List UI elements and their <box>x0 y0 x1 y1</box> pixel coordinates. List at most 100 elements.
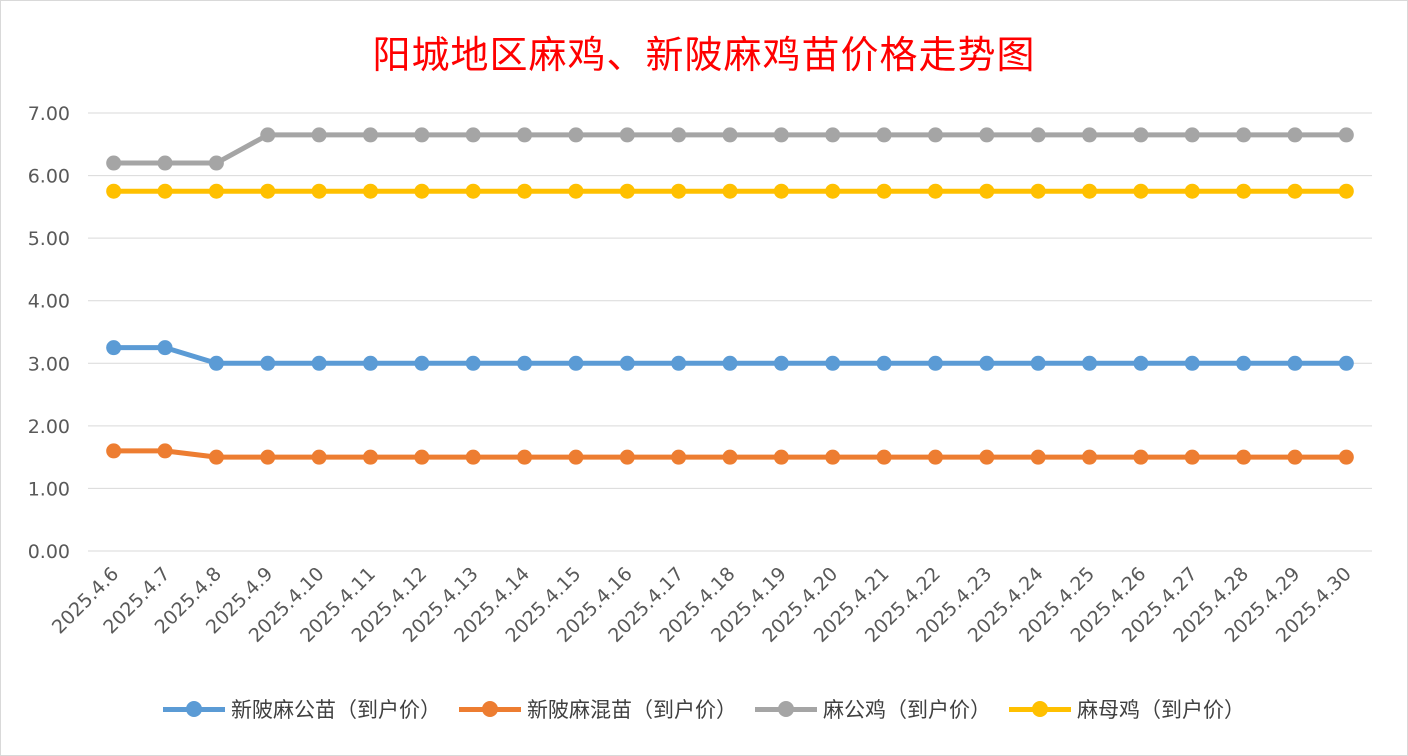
data-point <box>517 449 533 465</box>
data-point <box>979 355 995 371</box>
data-point <box>1082 449 1098 465</box>
data-point <box>1338 449 1354 465</box>
data-point <box>208 155 224 171</box>
chart-title: 阳城地区麻鸡、新陂麻鸡苗价格走势图 <box>372 33 1036 77</box>
data-point <box>260 183 276 199</box>
data-point <box>157 443 173 459</box>
data-point <box>773 183 789 199</box>
data-point <box>362 183 378 199</box>
gridlines <box>88 112 1372 552</box>
data-point <box>260 355 276 371</box>
data-point <box>414 355 430 371</box>
data-point <box>1236 449 1252 465</box>
data-point <box>773 127 789 143</box>
y-tick-label: 1.00 <box>28 478 70 500</box>
legend-swatch <box>459 699 521 719</box>
data-point <box>1184 127 1200 143</box>
data-point <box>671 449 687 465</box>
data-point <box>1082 355 1098 371</box>
series-layer <box>106 127 1354 465</box>
data-point <box>876 183 892 199</box>
data-point <box>1030 127 1046 143</box>
y-tick-label: 7.00 <box>28 103 70 125</box>
data-point <box>1082 127 1098 143</box>
data-point <box>568 355 584 371</box>
legend-label: 新陂麻混苗（到户价） <box>527 698 737 722</box>
legend-swatch <box>163 699 225 719</box>
data-point <box>722 449 738 465</box>
data-point <box>568 127 584 143</box>
legend-label: 麻母鸡（到户价） <box>1077 698 1245 722</box>
data-point <box>876 449 892 465</box>
data-point <box>106 340 122 356</box>
series-4 <box>106 183 1354 199</box>
data-point <box>208 183 224 199</box>
data-point <box>927 183 943 199</box>
data-point <box>979 127 995 143</box>
data-point <box>517 183 533 199</box>
data-point <box>362 449 378 465</box>
series-2 <box>106 443 1354 465</box>
legend-marker <box>186 701 202 717</box>
legend-item: 新陂麻混苗（到户价） <box>459 694 737 724</box>
y-tick-label: 6.00 <box>28 166 70 188</box>
legend-marker <box>1032 701 1048 717</box>
data-point <box>157 340 173 356</box>
data-point <box>722 127 738 143</box>
data-point <box>1184 183 1200 199</box>
y-tick-label: 4.00 <box>28 291 70 313</box>
data-point <box>671 355 687 371</box>
data-point <box>260 449 276 465</box>
data-point <box>568 183 584 199</box>
data-point <box>1133 127 1149 143</box>
data-point <box>722 183 738 199</box>
data-point <box>311 183 327 199</box>
data-point <box>1133 183 1149 199</box>
legend-marker <box>482 701 498 717</box>
data-point <box>362 127 378 143</box>
data-point <box>1236 127 1252 143</box>
data-point <box>1287 183 1303 199</box>
data-point <box>311 449 327 465</box>
data-point <box>208 355 224 371</box>
data-point <box>517 355 533 371</box>
legend-label: 麻公鸡（到户价） <box>823 698 991 722</box>
data-point <box>1287 449 1303 465</box>
line-chart: 0.00 1.00 2.00 3.00 4.00 5.00 6.00 7.00 2025.4.… <box>28 103 1372 647</box>
data-point <box>671 183 687 199</box>
legend-item: 麻公鸡（到户价） <box>755 694 991 724</box>
data-point <box>1236 183 1252 199</box>
data-point <box>1133 449 1149 465</box>
data-point <box>208 449 224 465</box>
data-point <box>1184 449 1200 465</box>
data-point <box>465 355 481 371</box>
data-point <box>106 443 122 459</box>
data-point <box>106 183 122 199</box>
data-point <box>876 127 892 143</box>
data-point <box>465 183 481 199</box>
data-point <box>619 449 635 465</box>
data-point <box>773 449 789 465</box>
data-point <box>517 127 533 143</box>
data-point <box>619 183 635 199</box>
y-tick-label: 3.00 <box>28 353 70 375</box>
data-point <box>825 449 841 465</box>
data-point <box>260 127 276 143</box>
data-point <box>1030 183 1046 199</box>
data-point <box>311 355 327 371</box>
data-point <box>927 449 943 465</box>
y-tick-label: 5.00 <box>28 228 70 250</box>
data-point <box>414 183 430 199</box>
data-point <box>1030 449 1046 465</box>
data-point <box>1133 355 1149 371</box>
data-point <box>825 183 841 199</box>
legend-swatch <box>1009 699 1071 719</box>
data-point <box>1236 355 1252 371</box>
data-point <box>157 155 173 171</box>
data-point <box>671 127 687 143</box>
data-point <box>568 449 584 465</box>
legend-item: 麻母鸡（到户价） <box>1009 694 1245 724</box>
data-point <box>414 449 430 465</box>
data-point <box>157 183 173 199</box>
y-tick-label: 0.00 <box>28 541 70 563</box>
